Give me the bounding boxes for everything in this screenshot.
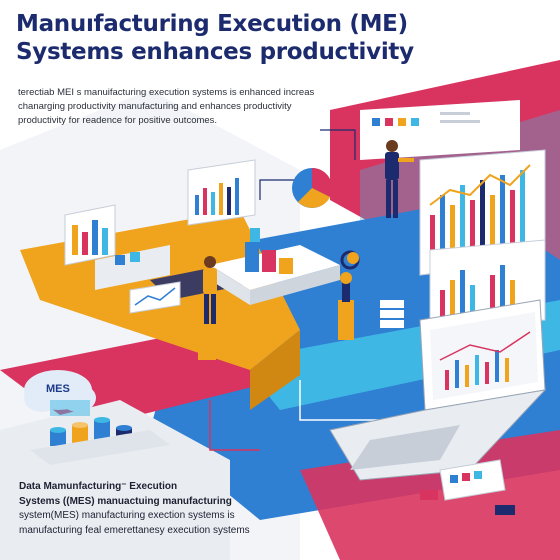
intro-line: chanarging productivity manufacturing an… xyxy=(18,101,292,112)
gear-icon xyxy=(347,252,359,264)
bottom-caption: Data Mamunfacturing⁻ Execution Systems (… xyxy=(19,480,319,538)
caption-line: Systems ((MES) manuactuing manufacturing xyxy=(19,495,232,507)
intro-paragraph: terectiab MEI s manuifacturing execution… xyxy=(18,86,348,128)
isometric-workstation-center xyxy=(210,228,340,305)
circuit-line-2 xyxy=(209,400,260,451)
title-line: Systems enhances productivity xyxy=(16,39,414,65)
cloud-icon xyxy=(24,370,96,416)
intro-line: productivity for readence for positive o… xyxy=(18,115,218,126)
pie-chart-icon xyxy=(292,167,333,208)
line-chart-icon xyxy=(129,281,181,314)
control-station-left xyxy=(64,204,170,290)
floor-orange-band-front xyxy=(250,330,300,410)
worker-figure-icon xyxy=(198,256,217,360)
data-cards-bottom-right xyxy=(420,459,515,515)
circuit-line-3 xyxy=(320,129,356,160)
mes-badge-label: MES xyxy=(46,383,70,395)
page-title: Manuıfacturing Execution (ME) Systems en… xyxy=(16,10,556,66)
database-icon xyxy=(30,417,170,465)
circuit-line-4 xyxy=(259,179,300,200)
caption-line: manufacturing feal emerettanesy executio… xyxy=(19,524,250,536)
intro-line: terectiab MEI s manuifacturing execution… xyxy=(18,87,315,98)
bar-chart-screen-center xyxy=(187,159,256,226)
caption-line: system(MES) manufacturing exection syste… xyxy=(19,510,235,521)
stacked-boxes xyxy=(380,300,404,328)
caption-line: Data Mamunfacturing⁻ Execution xyxy=(19,481,178,492)
worker-figure-icon-2 xyxy=(385,140,414,218)
dashboard-panel-top-right xyxy=(360,100,520,160)
laptop-icon xyxy=(329,299,547,481)
title-line: Manuıfacturing Execution (ME) xyxy=(16,11,408,37)
